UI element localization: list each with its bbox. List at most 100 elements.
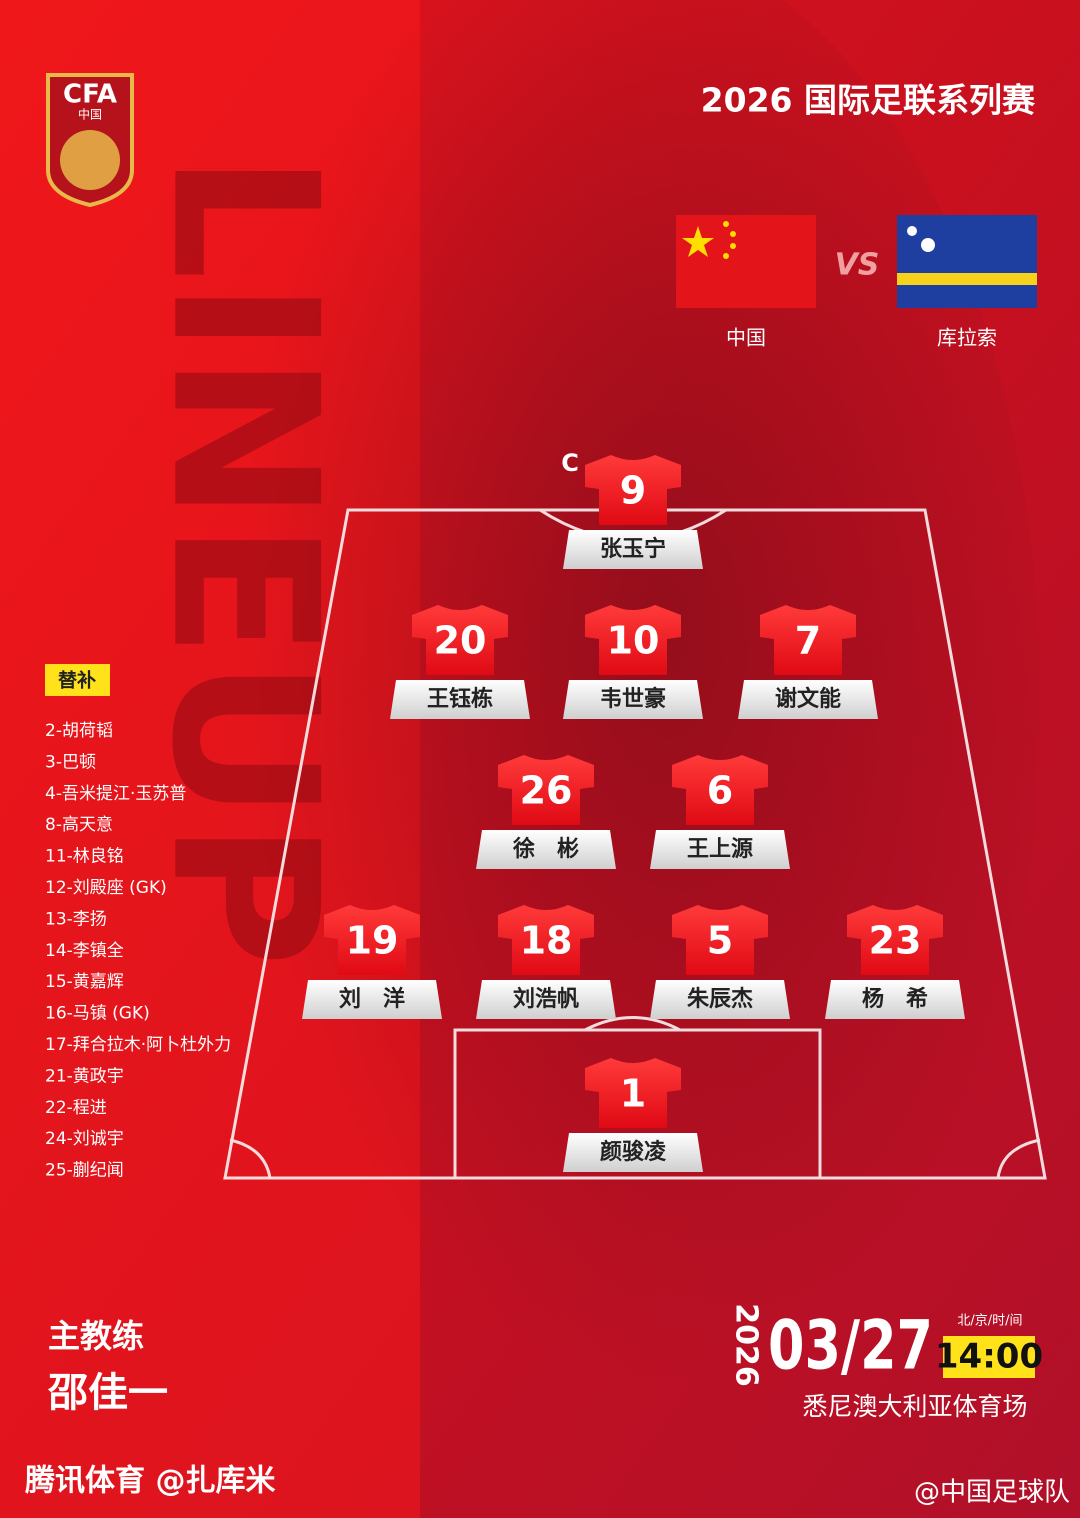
jersey [585,455,681,525]
date-day: 03/27 [768,1307,933,1386]
sub-player: 21-黄政宇 [45,1066,124,1086]
flag-star [907,226,917,236]
jersey [585,1058,681,1128]
name-plate [825,980,965,1019]
player-name: 王上源 [687,837,753,862]
player-shade [200,0,1040,1460]
penalty-arc [584,1016,681,1032]
time-badge [943,1336,1035,1378]
pitch [223,508,1047,1180]
jersey-number: 5 [707,919,733,963]
player-name: 韦世豪 [600,686,666,712]
jersey-number: 19 [346,919,399,963]
player: 5 朱辰杰 [650,905,790,1019]
player: 6 王上源 [650,755,790,869]
sub-player: 14-李镇全 [45,941,124,961]
player-name: 杨 希 [862,986,928,1012]
flag-china [676,215,816,308]
subs-list: 2-胡荷韬 3-巴顿 4-吾米提江·玉苏普 8-高天意 11-林良铭 12-刘殿座 (GK… [45,721,231,1181]
penalty-box [453,1028,822,1178]
player: 7 谢文能 [738,605,878,719]
flag-star [682,226,714,257]
player: 10 韦世豪 [563,605,703,719]
title: 2026 国际足联系列赛 [701,81,1036,120]
player-name: 刘 洋 [339,986,405,1012]
name-plate [302,980,442,1019]
logo-subtext: 中国 [78,107,102,122]
corner-arc [229,1138,272,1179]
player-name: 张玉宁 [600,536,666,562]
player: 1 颜骏凌 [563,1058,703,1172]
background-text: LINEUP [127,153,360,968]
subs-label: 替补 [58,669,96,692]
sub-player: 2-胡荷韬 [45,721,113,741]
venue: 悉尼澳大利亚体育场 [802,1392,1027,1421]
sub-player: 22-程进 [45,1098,107,1118]
name-plate [476,830,616,869]
sub-player: 11-林良铭 [45,847,124,867]
player-name: 朱辰杰 [687,987,753,1012]
player: 26 徐 彬 [476,755,616,869]
time-label: 北/京/时/间 [957,1314,1022,1329]
sub-player: 17-拜合拉木·阿卜杜外力 [45,1035,231,1055]
player-name: 刘浩帆 [513,986,579,1012]
player: 19 刘 洋 [302,905,442,1019]
flag-star [730,243,736,249]
jersey [412,605,508,675]
vs: VS [835,248,880,283]
jersey-number: 10 [607,619,660,663]
watermark: @中国足球队 [914,1478,1070,1508]
name-plate [390,680,530,719]
jersey-number: 1 [620,1072,646,1116]
coach-label: 主教练 [48,1317,144,1355]
jersey [324,905,420,975]
lineup: 9 张玉宁 20 王钰栋 10 韦世豪 7 谢文能 26 徐 彬 6 王上源 19 刘 洋 18 刘浩帆 5 朱辰… [302,455,965,1172]
player-name: 颜骏凌 [600,1139,667,1165]
name-plate [738,680,878,719]
jersey-number: 18 [520,919,573,963]
home-team: 中国 [726,326,766,350]
jersey [585,605,681,675]
sub-player: 4-吾米提江·玉苏普 [45,784,186,804]
player: 18 刘浩帆 [476,905,616,1019]
jersey-number: 23 [869,919,922,963]
flag-star [730,231,736,237]
sub-player: 25-蒯纪闻 [45,1161,124,1181]
captain-mark: C [561,449,579,477]
flag-stripe [897,273,1037,285]
flag-star [723,253,729,259]
player-name: 谢文能 [775,686,841,712]
flag-star [723,221,729,227]
sub-player: 3-巴顿 [45,752,96,772]
player-name: 王钰栋 [427,686,493,712]
jersey [847,905,943,975]
sub-player: 12-刘殿座 (GK) [45,878,167,898]
jersey [672,905,768,975]
jersey-number: 7 [795,619,821,663]
name-plate [563,680,703,719]
player-name: 徐 彬 [512,836,579,862]
date-year: 2026 [729,1303,764,1387]
coach-name: 邵佳一 [47,1370,168,1416]
subs-badge [45,664,110,696]
jersey [760,605,856,675]
name-plate [563,530,703,569]
sub-player: 13-李扬 [45,909,107,929]
time: 14:00 [935,1337,1043,1377]
sub-player: 8-高天意 [45,815,113,835]
jersey-number: 20 [434,619,487,663]
name-plate [563,1133,703,1172]
name-plate [650,830,790,869]
sub-player: 16-马镇 (GK) [45,1004,150,1024]
logo-emblem [60,130,120,190]
player: 20 王钰栋 [390,605,530,719]
pitch-outline [223,508,1047,1180]
player: 9 张玉宁 [563,455,703,569]
logo-text: CFA [63,80,117,110]
jersey [498,905,594,975]
jersey-number: 6 [707,769,733,813]
watermark: 腾讯体育 @扎库米 [25,1464,275,1499]
sub-player: 15-黄嘉辉 [45,972,124,992]
